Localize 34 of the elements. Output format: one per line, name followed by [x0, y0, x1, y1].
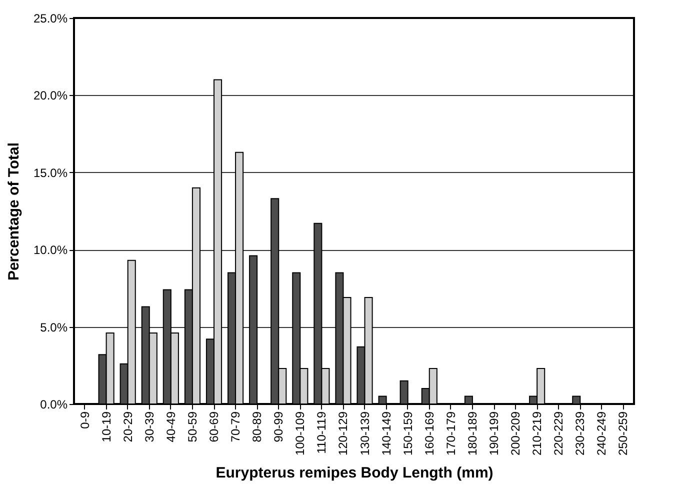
- x-tick-label: 140-149: [379, 411, 394, 456]
- x-tick-label: 220-229: [552, 411, 566, 456]
- x-axis-title: Eurypterus remipes Body Length (mm): [216, 464, 494, 482]
- x-tick-label: 50-59: [185, 411, 200, 442]
- x-tick-label: 130-139: [358, 411, 372, 456]
- x-tick-label: 210-219: [530, 411, 544, 456]
- x-tick-label: 70-79: [228, 411, 243, 442]
- y-tick-label: 0.0%: [40, 398, 68, 412]
- x-tick-label: 240-249: [594, 411, 609, 456]
- x-tick-label: 200-209: [508, 411, 523, 456]
- x-tick-label: 190-199: [487, 411, 501, 456]
- x-tick-label: 120-129: [336, 411, 350, 456]
- x-tick-label: 170-179: [444, 411, 458, 456]
- x-tick-label: 80-89: [250, 411, 264, 442]
- y-tick-label: 15.0%: [33, 166, 68, 180]
- x-tick-label: 250-259: [616, 411, 630, 456]
- x-tick-label: 40-49: [164, 411, 178, 442]
- x-tick-label: 230-239: [573, 411, 588, 456]
- x-tick-label: 60-69: [207, 411, 221, 442]
- x-tick-label: 20-29: [120, 411, 135, 442]
- y-tick-label: 25.0%: [33, 12, 68, 26]
- x-tick-label: 150-159: [400, 411, 415, 456]
- x-tick-label: 100-109: [293, 411, 308, 456]
- y-tick-label: 10.0%: [33, 243, 68, 258]
- x-tick-label: 160-169: [422, 411, 436, 456]
- y-tick-label: 20.0%: [33, 88, 68, 103]
- y-tick-label: 5.0%: [40, 320, 68, 334]
- x-tick-label: 10-19: [99, 411, 114, 442]
- y-axis-title: Percentage of Total: [5, 142, 22, 281]
- x-tick-label: 0-9: [78, 411, 92, 429]
- x-tick-label: 110-119: [314, 411, 329, 454]
- x-tick-label: 30-39: [142, 411, 156, 442]
- x-tick-label: 90-99: [272, 411, 286, 442]
- x-tick-label: 180-189: [465, 411, 480, 456]
